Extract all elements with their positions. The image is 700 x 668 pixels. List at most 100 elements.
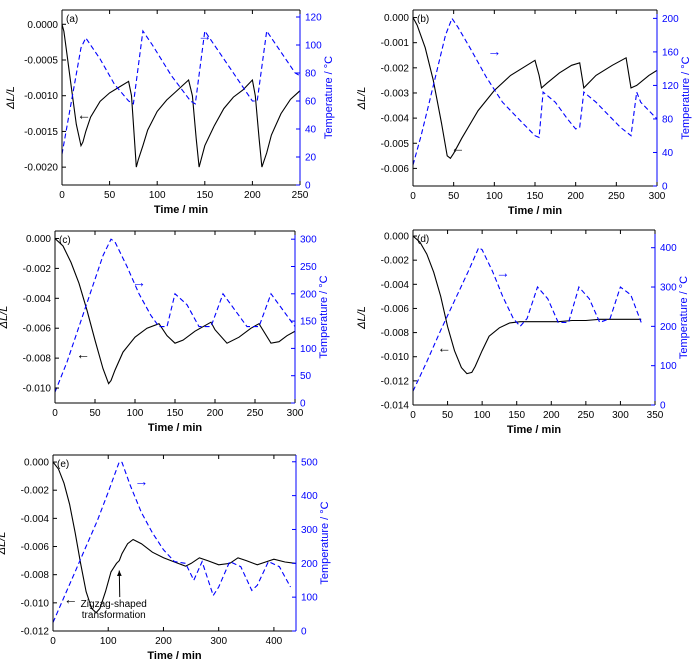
x-tick-label: 250: [578, 410, 595, 421]
strain-series-arrow: ←: [76, 346, 90, 362]
y-tick-label: -0.005: [381, 139, 410, 150]
x-tick-label: 150: [167, 408, 184, 419]
y-tick-label: -0.002: [381, 63, 410, 74]
y-tick-label: -0.008: [21, 570, 50, 581]
y2-tick-label: 150: [300, 317, 317, 328]
y-axis-label: ΔL/L: [356, 306, 368, 330]
panel-label: (a): [66, 14, 78, 25]
temperature-series-arrow: →: [487, 43, 501, 59]
y-tick-label: -0.0015: [24, 127, 58, 138]
y2-tick-label: 80: [662, 114, 674, 125]
y-tick-label: -0.002: [21, 486, 50, 497]
y2-tick-label: 40: [305, 125, 317, 136]
y-tick-label: -0.004: [381, 114, 410, 125]
x-tick-label: 250: [247, 408, 264, 419]
y-axis-label: ΔL/L: [0, 306, 10, 330]
y2-tick-label: 300: [300, 235, 317, 246]
y-tick-label: -0.006: [381, 164, 410, 175]
y2-tick-label: 60: [305, 97, 317, 108]
y-tick-label: -0.004: [21, 514, 50, 525]
y-tick-label: 0.000: [384, 13, 409, 24]
temperature-series-arrow: →: [134, 473, 148, 489]
x-axis-label: Time / min: [147, 650, 201, 662]
y-axis-label: ΔL/L: [356, 87, 368, 111]
y-tick-label: -0.003: [381, 88, 410, 99]
y-tick-label: -0.0020: [24, 163, 58, 174]
y2-tick-label: 100: [300, 344, 317, 355]
y-tick-label: -0.014: [381, 401, 410, 412]
x-tick-label: 300: [210, 636, 227, 647]
x-tick-label: 200: [155, 636, 172, 647]
x-tick-label: 200: [207, 408, 224, 419]
strain-series-arrow: ←: [451, 139, 465, 155]
strain-series-line: [413, 17, 657, 160]
y2-tick-label: 20: [305, 153, 317, 164]
y2-tick-label: 0: [301, 627, 307, 638]
strain-series-line: [55, 238, 295, 385]
x-tick-label: 150: [196, 190, 213, 201]
strain-series-line: [53, 461, 296, 614]
y2-axis-label: Temperature / °C: [323, 56, 335, 139]
y2-tick-label: 40: [662, 148, 674, 159]
x-tick-label: 300: [287, 408, 304, 419]
y-tick-label: -0.012: [21, 627, 50, 638]
x-axis-label: Time / min: [154, 204, 208, 216]
y2-tick-label: 200: [301, 559, 318, 570]
y2-tick-label: 100: [660, 361, 677, 372]
strain-series-arrow: ←: [77, 107, 91, 123]
y2-tick-label: 500: [301, 457, 318, 468]
y2-tick-label: 200: [300, 289, 317, 300]
x-tick-label: 0: [50, 636, 56, 647]
y2-tick-label: 300: [301, 525, 318, 536]
y-tick-label: -0.012: [381, 376, 410, 387]
x-tick-label: 0: [410, 410, 416, 421]
x-tick-label: 0: [410, 191, 416, 202]
y-tick-label: -0.010: [381, 352, 410, 363]
chart-panel-5: 0 100 200 300 400 -0.012 -0.010 -0.008 -0.006 -0.…: [0, 454, 331, 662]
x-tick-label: 50: [442, 410, 454, 421]
x-tick-label: 100: [149, 190, 166, 201]
y-tick-label: -0.002: [23, 264, 52, 275]
y2-axis-label: Temperature / °C: [680, 56, 692, 139]
temperature-series-line: [62, 29, 300, 155]
annotation-text: Zigzag-shaped: [81, 599, 147, 610]
temperature-series-line: [413, 246, 642, 392]
x-axis-label: Time / min: [148, 422, 202, 434]
x-tick-label: 100: [127, 408, 144, 419]
x-tick-label: 0: [59, 190, 65, 201]
x-tick-label: 0: [52, 408, 58, 419]
temperature-series-arrow: →: [198, 28, 212, 44]
y2-tick-label: 0: [300, 399, 306, 410]
temperature-series-line: [55, 238, 295, 393]
x-tick-label: 100: [486, 191, 503, 202]
y-tick-label: -0.0005: [24, 56, 58, 67]
chart-panel-1: 0 50 100 150 200 250-0.0020-0.0015-0.0010-0.0…: [5, 9, 335, 216]
y2-tick-label: 400: [301, 491, 318, 502]
y2-tick-label: 200: [662, 14, 679, 25]
y2-tick-label: 120: [662, 81, 679, 92]
y2-tick-label: 50: [300, 371, 312, 382]
y-tick-label: -0.0010: [24, 91, 58, 102]
y2-axis-label: Temperature / °C: [318, 275, 330, 358]
x-axis-label: Time / min: [507, 424, 561, 436]
x-tick-label: 50: [104, 190, 116, 201]
y-tick-label: -0.006: [21, 542, 50, 553]
panel-label: (b): [417, 14, 429, 25]
temperature-series-line: [413, 17, 657, 166]
y-tick-label: -0.008: [23, 354, 52, 365]
x-tick-label: 250: [608, 191, 625, 202]
panel-label: (e): [57, 459, 69, 470]
strain-series-line: [413, 235, 642, 375]
strain-series-line: [62, 24, 300, 168]
y2-tick-label: 0: [662, 182, 668, 193]
y2-tick-label: 160: [662, 47, 679, 58]
chart-panel-3: 0 50 100 150 200 250 300 -0.010 -0.008 -0.006 -0.0…: [0, 230, 330, 434]
y2-tick-label: 200: [660, 322, 677, 333]
x-tick-label: 200: [567, 191, 584, 202]
y-tick-label: -0.002: [381, 256, 410, 267]
x-tick-label: 300: [649, 191, 666, 202]
y2-tick-label: 0: [660, 401, 666, 412]
strain-series-arrow: ←: [437, 339, 451, 355]
x-tick-label: 100: [474, 410, 491, 421]
y-tick-label: 0.0000: [27, 20, 58, 31]
